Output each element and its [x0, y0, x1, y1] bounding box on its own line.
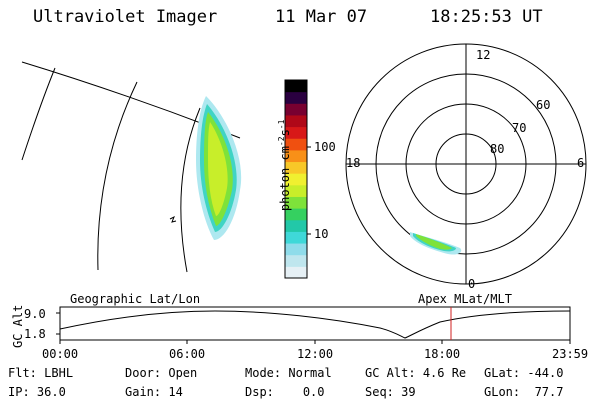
timeline-tick-2359: 23:59 [552, 347, 589, 361]
geo-lon-line-1 [21, 67, 56, 161]
info-flt: Flt: LBHL [8, 366, 74, 380]
timeline-y-min: 1.8 [24, 327, 46, 341]
timeline-tick-1800: 18:00 [424, 347, 461, 361]
lat-label-80: 80 [490, 142, 505, 156]
geo-lon-line-2 [97, 81, 138, 271]
geo-lon-line-3 [180, 107, 201, 273]
colorbar-swatch [285, 254, 307, 267]
timeline-left-label: Geographic Lat/Lon [70, 292, 201, 306]
lat-label-60: 60 [536, 98, 551, 112]
colorbar-swatch [285, 231, 307, 244]
colorbar-swatch [285, 208, 307, 221]
colorbar-swatch [285, 91, 307, 104]
colorbar-tick-100: 100 [314, 140, 336, 154]
colorbar-swatch [285, 266, 307, 279]
colorbar-swatch [285, 114, 307, 128]
info-door: Door: Open [125, 366, 198, 380]
timeline-tick-0600: 06:00 [169, 347, 206, 361]
info-ip: IP: 36.0 [8, 385, 66, 399]
instrument-title: Ultraviolet Imager [33, 7, 218, 27]
info-glon: GLon: 77.7 [484, 385, 564, 399]
observation-time: 18:25:53 UT [430, 7, 543, 27]
mlt-label-18: 18 [346, 156, 361, 170]
observation-date: 11 Mar 07 [275, 7, 368, 27]
colorbar-swatch [285, 149, 307, 163]
timeline-tick-0000: 00:00 [42, 347, 79, 361]
colorbar-swatch [285, 219, 307, 232]
colorbar-swatch [285, 196, 307, 209]
colorbar-swatch [285, 138, 307, 151]
info-gain: Gain: 14 [125, 385, 183, 399]
colorbar-tick-10: 10 [314, 227, 329, 241]
colorbar-swatch [285, 126, 307, 139]
lat-label-70: 70 [512, 121, 527, 135]
info-gc-alt: GC Alt: 4.6 Re [365, 366, 467, 380]
info-dsp: Dsp: 0.0 [245, 385, 325, 399]
colorbar-swatch [285, 103, 307, 116]
info-mode: Mode: Normal [245, 366, 332, 380]
altitude-curve [59, 310, 571, 339]
auroral-emission-polar [410, 232, 462, 255]
timeline-tick-1200: 12:00 [297, 347, 334, 361]
colorbar-swatch [285, 243, 307, 256]
coastline-fragment [169, 215, 177, 223]
colorbar-swatch [285, 173, 307, 186]
mlt-label-0: 0 [468, 277, 476, 291]
info-glat: GLat: -44.0 [484, 366, 564, 380]
mlt-label-6: 6 [577, 156, 585, 170]
auroral-emission-geo [196, 96, 242, 240]
colorbar-swatch [285, 184, 307, 197]
timeline-y-max: 9.0 [24, 307, 46, 321]
info-seq: Seq: 39 [365, 385, 416, 399]
colorbar-swatch [285, 80, 307, 93]
mlt-label-12: 12 [476, 48, 491, 62]
colorbar-swatch [285, 161, 307, 174]
timeline-right-label: Apex MLat/MLT [418, 292, 512, 306]
